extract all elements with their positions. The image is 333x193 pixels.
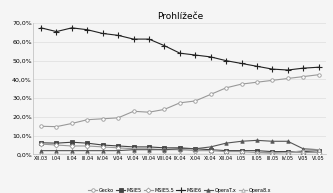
Legend: Gecko, MSIE5, MSIE5.5, MSIE6, OperaT.x, Opera8.x: Gecko, MSIE5, MSIE5.5, MSIE6, OperaT.x, … [87,186,273,193]
Title: Prohlížeče: Prohlížeče [157,12,203,21]
